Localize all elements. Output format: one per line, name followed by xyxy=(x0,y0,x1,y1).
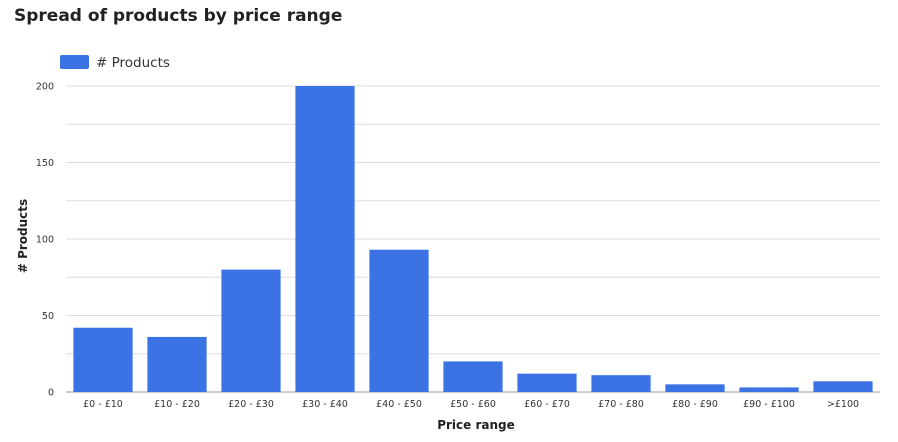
y-tick-label: 150 xyxy=(36,158,54,169)
bar xyxy=(369,249,429,392)
bar xyxy=(591,375,651,392)
bar xyxy=(73,327,133,392)
x-tick-label: £40 - £50 xyxy=(376,399,422,410)
x-tick-label: £20 - £30 xyxy=(228,399,274,410)
x-tick-label: £80 - £90 xyxy=(672,399,718,410)
bar xyxy=(813,381,873,392)
y-axis-title: # Products xyxy=(16,199,30,273)
x-tick-label: >£100 xyxy=(827,399,859,410)
x-tick-label: £90 - £100 xyxy=(743,399,795,410)
x-tick-label: £0 - £10 xyxy=(83,399,123,410)
y-tick-label: 200 xyxy=(36,82,54,93)
bar xyxy=(665,384,725,392)
x-tick-label: £50 - £60 xyxy=(450,399,496,410)
chart-title: Spread of products by price range xyxy=(14,6,343,26)
y-tick-label: 100 xyxy=(36,235,54,246)
bar xyxy=(295,86,355,392)
bar xyxy=(147,336,207,392)
bar xyxy=(517,373,577,392)
legend-label: # Products xyxy=(96,55,170,71)
bar xyxy=(443,361,503,392)
x-axis-title: Price range xyxy=(437,418,515,432)
x-tick-label: £10 - £20 xyxy=(154,399,200,410)
y-tick-label: 0 xyxy=(48,388,54,399)
x-tick-label: £70 - £80 xyxy=(598,399,644,410)
bar xyxy=(739,387,799,392)
x-tick-label: £30 - £40 xyxy=(302,399,348,410)
x-tick-label: £60 - £70 xyxy=(524,399,570,410)
legend-swatch xyxy=(60,55,89,69)
y-tick-label: 50 xyxy=(42,311,54,322)
bar xyxy=(221,269,281,392)
